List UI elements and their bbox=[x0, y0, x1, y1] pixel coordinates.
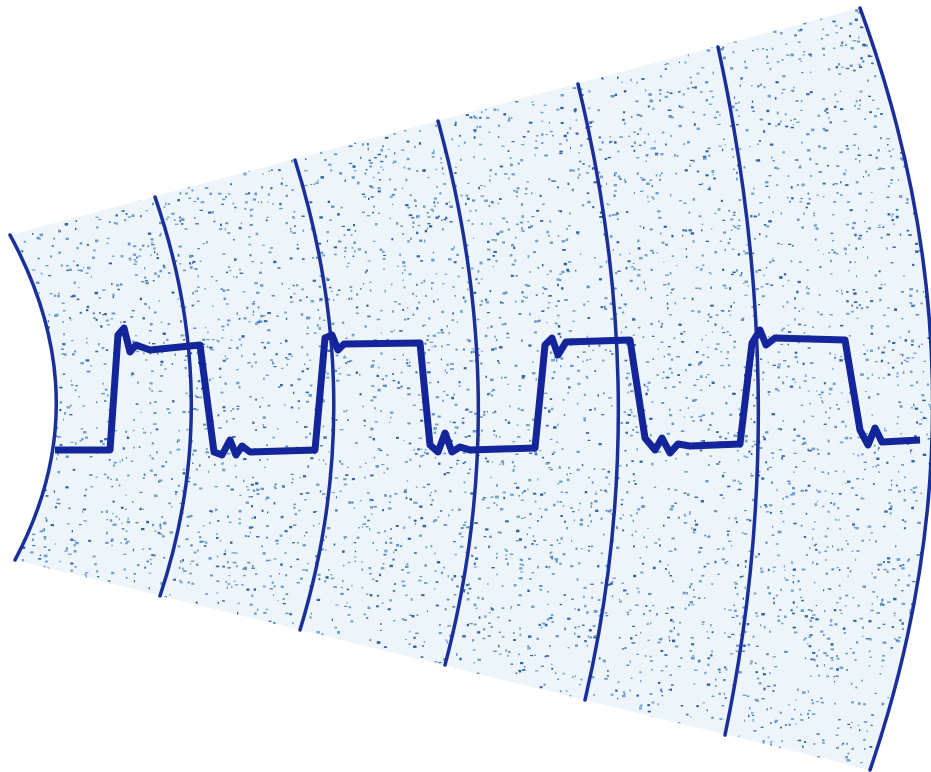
fan-background bbox=[10, 8, 931, 770]
page: {} html, body { margin: 0; padding: 0; b… bbox=[0, 0, 931, 772]
illustration bbox=[0, 0, 931, 772]
body: (() => { const data = JSON.parse(documen… bbox=[0, 0, 931, 772]
